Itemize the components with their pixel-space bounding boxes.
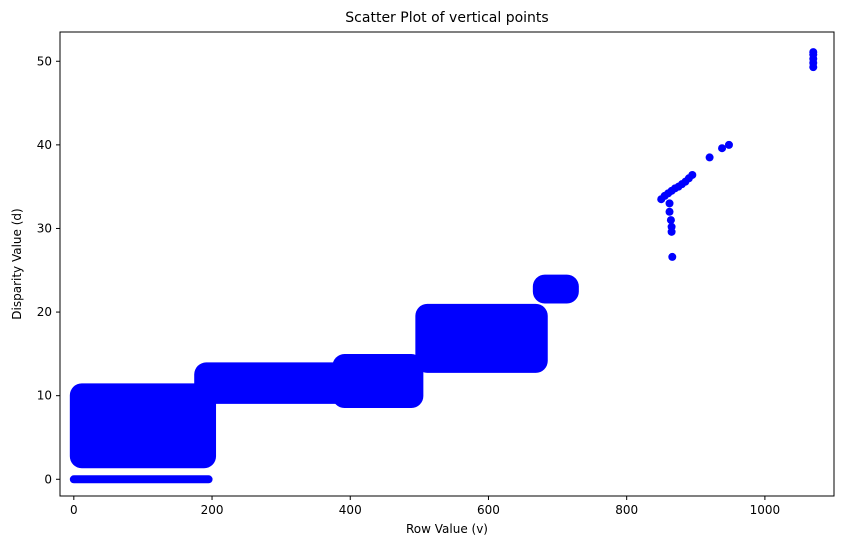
x-tick-label: 600 (477, 503, 500, 517)
x-tick-label: 800 (615, 503, 638, 517)
scatter-point (665, 207, 674, 216)
x-tick-label: 200 (201, 503, 224, 517)
y-tick-label: 30 (37, 221, 52, 235)
scatter-point (667, 227, 676, 236)
x-axis-label: Row Value (v) (406, 522, 488, 536)
data-points (69, 48, 818, 484)
x-tick-label: 1000 (750, 503, 781, 517)
scatter-point (668, 252, 677, 261)
scatter-point (665, 199, 674, 208)
scatter-point (705, 153, 714, 162)
y-tick-label: 20 (37, 305, 52, 319)
point-cluster (332, 354, 424, 409)
scatter-point (666, 216, 675, 225)
point-cluster (415, 303, 548, 373)
y-tick-label: 50 (37, 54, 52, 68)
x-tick-label: 0 (70, 503, 78, 517)
point-cluster (69, 383, 217, 469)
plot-frame (59, 31, 835, 497)
y-tick-label: 0 (44, 472, 52, 486)
point-cluster (532, 274, 579, 304)
axis-ticks: 0 200 400 600 800 1000 0 10 20 30 40 50 (37, 54, 780, 517)
x-tick-label: 400 (339, 503, 362, 517)
y-axis-label: Disparity Value (d) (10, 208, 24, 319)
point-cluster (194, 362, 355, 404)
scatter-point (718, 144, 727, 153)
y-tick-label: 40 (37, 138, 52, 152)
point-cluster (69, 475, 213, 484)
scatter-point (809, 48, 818, 57)
scatter-point (688, 170, 697, 179)
y-tick-label: 10 (37, 389, 52, 403)
chart-title: Scatter Plot of vertical points (345, 10, 548, 26)
scatter-point (724, 140, 733, 149)
